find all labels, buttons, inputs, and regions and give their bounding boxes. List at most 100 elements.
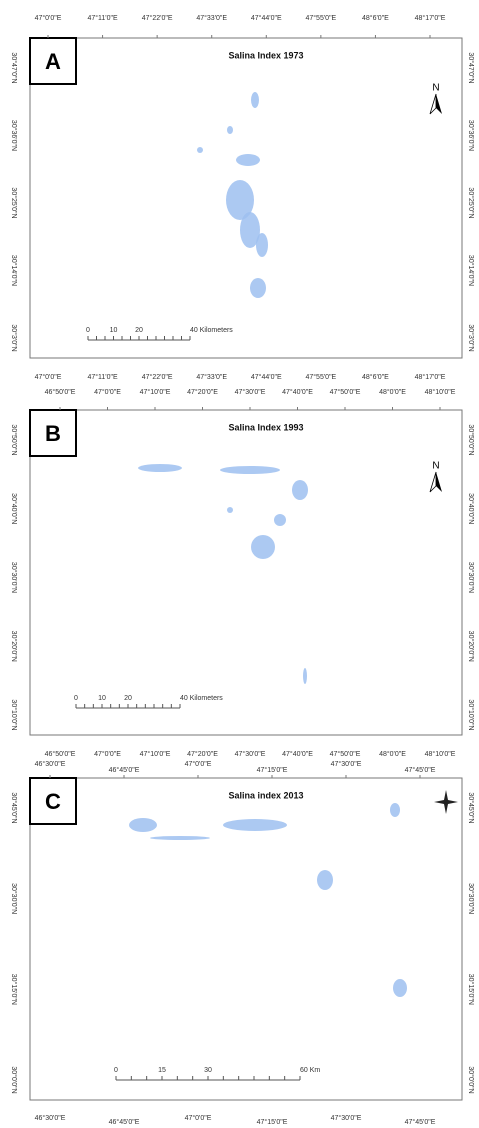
top-tick-label: 47°30'0"E [331,760,362,768]
scale-label: 20 [124,695,132,702]
top-tick-label: 48°6'0"E [362,14,389,22]
scale-label: 40 Kilometers [180,695,223,702]
top-tick-label: 47°20'0"E [187,388,218,396]
top-tick-label: 47°0'0"E [185,760,212,768]
left-tick-label: 30°25'0"N [10,187,18,218]
north-label: N [432,83,439,94]
map-title: Salina index 2013 [228,790,303,800]
bottom-tick-label: 47°44'0"E [251,373,282,381]
bottom-tick-label: 46°50'0"E [45,750,76,758]
scale-label: 0 [74,695,78,702]
saline-area [227,126,233,134]
saline-area [227,507,233,513]
bottom-tick-label: 47°55'0"E [305,373,336,381]
scale-label: 40 Kilometers [190,327,233,334]
top-tick-label: 48°17'0"E [415,14,446,22]
bottom-tick-label: 48°17'0"E [415,373,446,381]
left-tick-label: 30°0'0"N [10,1066,18,1093]
figure: ASalina Index 197347°0'0"E47°0'0"E47°11'… [0,0,479,1128]
right-tick-label: 30°30'0"N [467,883,475,914]
scale-label: 30 [204,1067,212,1074]
right-tick-label: 30°25'0"N [467,187,475,218]
right-tick-label: 30°47'0"N [467,52,475,83]
map-frame [30,410,462,735]
top-tick-label: 46°45'0"E [109,766,140,774]
map-title: Salina Index 1993 [228,422,303,432]
saline-area [129,818,157,832]
bottom-tick-label: 47°10'0"E [140,750,171,758]
saline-area [256,233,268,257]
top-tick-label: 46°30'0"E [35,760,66,768]
bottom-tick-label: 46°30'0"E [35,1114,66,1122]
saline-area [292,480,308,500]
left-tick-label: 30°50'0"N [10,424,18,455]
bottom-tick-label: 47°30'0"E [331,1114,362,1122]
left-tick-label: 30°10'0"N [10,699,18,730]
top-tick-label: 46°50'0"E [45,388,76,396]
bottom-tick-label: 48°6'0"E [362,373,389,381]
saline-area [220,466,280,474]
bottom-tick-label: 47°15'0"E [257,1118,288,1126]
scale-label: 0 [114,1067,118,1074]
scale-label: 10 [98,695,106,702]
saline-area [390,803,400,817]
right-tick-label: 30°0'0"N [467,1066,475,1093]
right-tick-label: 30°30'0"N [467,562,475,593]
saline-area [317,870,333,890]
scale-label: 15 [158,1067,166,1074]
bottom-tick-label: 47°50'0"E [330,750,361,758]
bottom-tick-label: 47°20'0"E [187,750,218,758]
top-tick-label: 47°33'0"E [196,14,227,22]
top-tick-label: 47°40'0"E [282,388,313,396]
right-tick-label: 30°10'0"N [467,699,475,730]
top-tick-label: 47°10'0"E [140,388,171,396]
saline-area [150,836,210,840]
bottom-tick-label: 47°30'0"E [235,750,266,758]
panel-label: C [45,789,61,814]
saline-area [251,535,275,559]
right-tick-label: 30°36'0"N [467,120,475,151]
top-tick-label: 47°0'0"E [94,388,121,396]
bottom-tick-label: 48°0'0"E [379,750,406,758]
left-tick-label: 30°47'0"N [10,52,18,83]
top-tick-label: 48°10'0"E [425,388,456,396]
top-tick-label: 47°15'0"E [257,766,288,774]
saline-area [303,668,307,684]
left-tick-label: 30°14'0"N [10,255,18,286]
saline-area [236,154,260,166]
saline-area [393,979,407,997]
bottom-tick-label: 47°11'0"E [87,373,118,381]
top-tick-label: 47°30'0"E [235,388,266,396]
bottom-tick-label: 47°33'0"E [196,373,227,381]
right-tick-label: 30°3'0"N [467,324,475,351]
bottom-tick-label: 47°0'0"E [94,750,121,758]
left-tick-label: 30°45'0"N [10,792,18,823]
bottom-tick-label: 47°0'0"E [185,1114,212,1122]
saline-area [250,278,266,298]
left-tick-label: 30°40'0"N [10,493,18,524]
top-tick-label: 48°0'0"E [379,388,406,396]
north-label: N [432,461,439,472]
top-tick-label: 47°22'0"E [142,14,173,22]
scale-label: 0 [86,327,90,334]
top-tick-label: 47°11'0"E [87,14,118,22]
top-tick-label: 47°0'0"E [35,14,62,22]
saline-area [197,147,203,153]
left-tick-label: 30°30'0"N [10,562,18,593]
saline-area [138,464,182,472]
right-tick-label: 30°50'0"N [467,424,475,455]
bottom-tick-label: 48°10'0"E [425,750,456,758]
scale-label: 60 Km [300,1067,320,1074]
left-tick-label: 30°15'0"N [10,974,18,1005]
map-title: Salina Index 1973 [228,50,303,60]
left-tick-label: 30°3'0"N [10,324,18,351]
left-tick-label: 30°20'0"N [10,631,18,662]
left-tick-label: 30°30'0"N [10,883,18,914]
left-tick-label: 30°36'0"N [10,120,18,151]
bottom-tick-label: 47°22'0"E [142,373,173,381]
saline-area [274,514,286,526]
bottom-tick-label: 46°45'0"E [109,1118,140,1126]
bottom-tick-label: 47°45'0"E [405,1118,436,1126]
top-tick-label: 47°55'0"E [305,14,336,22]
right-tick-label: 30°20'0"N [467,631,475,662]
